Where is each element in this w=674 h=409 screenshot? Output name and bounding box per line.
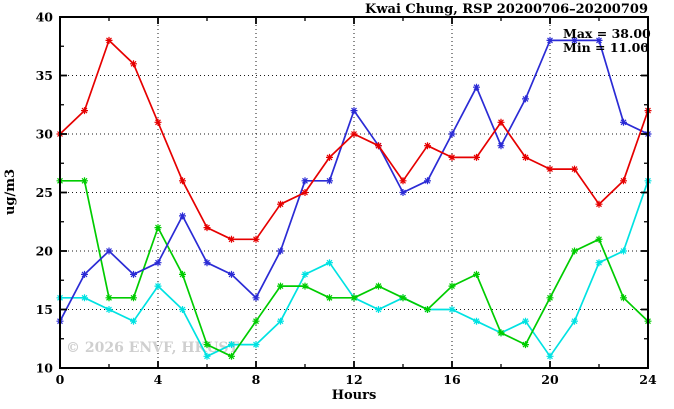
y-tick-label: 10 bbox=[36, 361, 54, 376]
x-tick-label: 20 bbox=[541, 372, 559, 387]
y-tick-label: 25 bbox=[36, 185, 53, 200]
y-tick-label: 20 bbox=[36, 244, 54, 259]
x-tick-label: 8 bbox=[252, 372, 261, 387]
x-tick-label: 4 bbox=[154, 372, 163, 387]
chart-title: Kwai Chung, RSP 20200706–20200709 bbox=[365, 2, 648, 17]
min-annotation: Min = 11.00 bbox=[563, 40, 649, 55]
y-tick-label: 30 bbox=[36, 127, 54, 142]
y-tick-label: 40 bbox=[36, 10, 54, 25]
axis-ticks bbox=[59, 16, 649, 369]
x-tick-label: 24 bbox=[639, 372, 657, 387]
max-annotation: Max = 38.00 bbox=[563, 26, 651, 41]
x-tick-label: 12 bbox=[345, 372, 362, 387]
series-red bbox=[56, 36, 652, 243]
tick-labels: 0 4 8 12 16 20 24 10 15 20 25 30 35 40 bbox=[36, 10, 657, 388]
gridlines bbox=[60, 17, 648, 368]
y-tick-label: 35 bbox=[36, 68, 53, 83]
x-tick-label: 16 bbox=[443, 372, 461, 387]
series-red-markers bbox=[56, 36, 652, 243]
x-tick-label: 0 bbox=[56, 372, 65, 387]
y-axis-label: ug/m3 bbox=[3, 169, 18, 215]
watermark: © 2026 ENVF, HKUST bbox=[66, 340, 240, 356]
x-axis-label: Hours bbox=[332, 388, 377, 403]
y-tick-label: 15 bbox=[36, 302, 53, 317]
